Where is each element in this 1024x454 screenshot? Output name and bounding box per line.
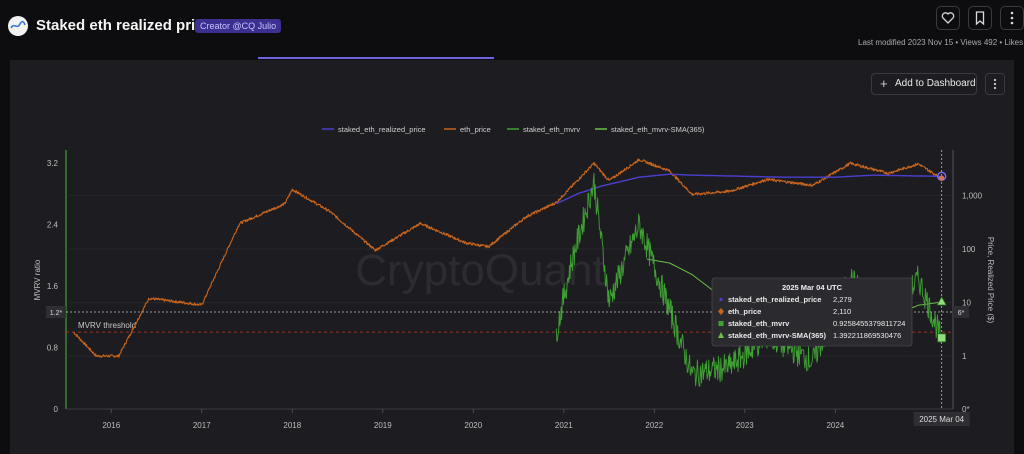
x-tick-label: 2020 (464, 421, 482, 430)
x-tick-label: 2023 (736, 421, 754, 430)
y-right-tick-label: 10 (962, 299, 971, 308)
crosshair-left-value: 1.2* (50, 310, 63, 317)
y-left-axis-title: MVRV ratio (33, 259, 42, 300)
add-to-dashboard-button[interactable]: + Add to Dashboard (871, 73, 977, 95)
page-title: Staked eth realized prices (36, 17, 221, 34)
tooltip-swatch (718, 308, 724, 315)
y-right-tick-label: 1,000 (962, 192, 983, 201)
chart-meta-info: Last modified 2023 Nov 15 • Views 492 • … (858, 38, 1024, 47)
x-tick-label: 2016 (102, 421, 120, 430)
tooltip-swatch (718, 321, 724, 326)
y-left-ticks: 0 0.8 1.6 2.4 3.2 (47, 159, 59, 414)
bookmark-button[interactable] (968, 6, 992, 30)
vertical-dots-icon (993, 78, 997, 90)
top-bar: Staked eth realized prices Creator @CQ J… (0, 0, 1024, 54)
chart-tooltip: 2025 Mar 04 UTC staked_eth_realized_pric… (711, 277, 913, 347)
tooltip-row-name: staked_eth_mvrv (728, 319, 790, 328)
mvrv-threshold-label: MVRV threshold (78, 321, 136, 330)
x-tick-label: 2019 (374, 421, 392, 430)
crosshair-left-label: 1.2* (46, 306, 66, 318)
chart-legend: staked_eth_realized_price eth_price staked… (322, 125, 705, 134)
chart-more-button[interactable] (985, 73, 1005, 95)
tooltip-row-name: eth_price (728, 307, 761, 316)
x-tick-label: 2017 (193, 421, 211, 430)
x-tick-label: 2021 (555, 421, 573, 430)
like-button[interactable] (936, 6, 960, 30)
creator-logo-icon (8, 16, 28, 36)
marker-mvrv (937, 333, 947, 343)
tooltip-row-name: staked_eth_realized_price (728, 295, 821, 304)
x-tick-label: 2018 (283, 421, 301, 430)
crosshair-x-label: 2025 Mar 04 (913, 412, 970, 426)
marker-mvrv-sma (936, 296, 947, 306)
series-line-eth_price (73, 158, 942, 358)
x-tick-label: 2022 (645, 421, 663, 430)
crosshair-right-label: 6* (953, 306, 969, 318)
marker-eth-price (939, 175, 945, 181)
tooltip-row-value: 0.9258455379811724 (833, 319, 905, 328)
y-left-tick-label: 0 (54, 405, 59, 414)
legend-item[interactable]: staked_eth_mvrv-SMA(365) (611, 125, 705, 134)
plus-icon: + (880, 76, 888, 91)
series-line-staked_eth_realized_price (555, 173, 941, 205)
y-right-tick-label: 0* (962, 405, 970, 414)
bookmark-icon (975, 11, 985, 26)
y-left-tick-label: 1.6 (47, 282, 59, 291)
crosshair-markers (936, 171, 947, 343)
more-icon (1010, 11, 1014, 25)
crosshair-right-value: 6* (958, 310, 965, 317)
legend-item[interactable]: staked_eth_mvrv (523, 125, 580, 134)
tooltip-date: 2025 Mar 04 UTC (782, 283, 843, 292)
tooltip-row-name: staked_eth_mvrv-SMA(365) (728, 331, 826, 340)
chart-panel (10, 60, 1014, 454)
legend-item[interactable]: eth_price (460, 125, 491, 134)
crosshair-x-value: 2025 Mar 04 (919, 415, 964, 424)
creator-badge[interactable]: Creator @CQ Julio (195, 19, 282, 33)
tooltip-swatch (719, 297, 723, 302)
add-to-dashboard-label: Add to Dashboard (895, 78, 976, 89)
y-right-tick-label: 100 (962, 245, 976, 254)
watermark: CryptoQuant (355, 246, 604, 295)
y-left-tick-label: 3.2 (47, 159, 59, 168)
active-tab-indicator (258, 57, 494, 59)
tooltip-row-value: 2,110 (833, 307, 851, 316)
x-tick-label: 2024 (826, 421, 844, 430)
tooltip-swatch (718, 332, 724, 338)
y-left-tick-label: 0.8 (47, 344, 59, 353)
legend-item[interactable]: staked_eth_realized_price (338, 125, 426, 134)
y-right-tick-label: 1 (962, 352, 967, 361)
y-right-axis-title: Price, Realized Price ($) (986, 237, 995, 324)
tooltip-row-value: 1.392211869530476 (833, 331, 901, 340)
tooltip-row-value: 2,279 (833, 295, 852, 304)
x-ticks: 2016 2017 2018 2019 2020 2021 2022 2023 2024 (102, 409, 845, 430)
y-left-tick-label: 2.4 (47, 221, 59, 230)
heart-icon (941, 12, 955, 24)
